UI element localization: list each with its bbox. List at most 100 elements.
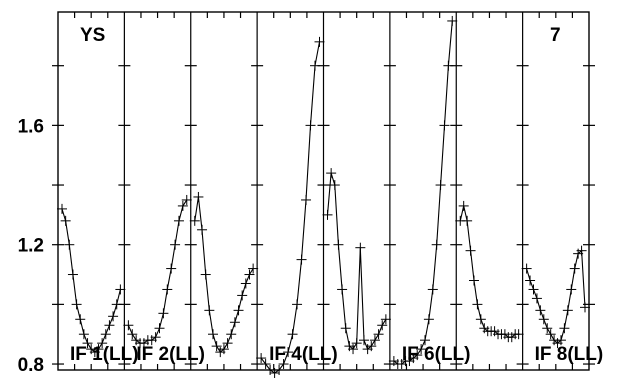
data-point [248,263,259,274]
data-point [326,168,337,179]
data-point [377,320,388,331]
data-point [525,275,536,286]
data-point [150,332,161,343]
data-point [181,194,192,205]
data-point [57,203,67,214]
data-point [64,239,75,250]
data-point [562,305,573,316]
panel-label: IF 1(LL) [70,344,139,365]
data-point [237,290,248,301]
series-line [61,208,121,353]
data-point [177,200,188,211]
data-point [240,278,251,289]
data-point [333,239,344,250]
data-point [287,329,298,340]
data-point [162,284,173,295]
data-point [200,269,211,280]
data-point [580,302,590,313]
data-point [108,311,119,322]
data-point [301,194,312,205]
data-point [189,215,200,226]
data-point [566,284,577,295]
data-point [465,245,476,256]
series-line [526,249,586,344]
data-point [218,344,229,355]
data-point [528,284,539,295]
data-point [211,341,222,352]
data-point [310,60,321,71]
data-point [207,329,218,340]
data-point [104,320,115,331]
data-point [111,299,122,310]
series-line [260,41,321,374]
data-point [244,269,255,280]
data-point [154,323,165,334]
y-tick-label: 1.2 [18,236,44,257]
data-point [427,284,438,295]
data-point [462,215,473,226]
data-point [337,284,348,295]
data-point [71,299,82,310]
data-point [193,191,204,202]
data-point [158,308,169,319]
panel-label: IF 4(LL) [269,344,338,365]
data-point [127,329,138,340]
y-tick-label: 0.8 [18,355,44,376]
data-point [555,335,566,346]
data-point [67,269,78,280]
data-point [229,317,240,328]
series-line [393,20,453,365]
data-point [521,263,532,274]
data-point [545,329,556,340]
data-point [78,329,89,340]
data-point [351,338,362,349]
data-point [82,338,93,349]
data-point [531,293,542,304]
data-point [431,239,442,250]
data-point [513,329,524,340]
data-point [260,359,271,370]
data-point [170,239,181,250]
data-point [439,120,450,131]
data-point [222,338,233,349]
data-point [369,335,380,346]
data-point [447,15,458,26]
data-point [412,350,423,361]
data-point [292,299,303,310]
data-point [475,314,486,325]
y-tick-label: 1.6 [18,116,44,137]
data-point [468,275,479,286]
data-point [322,209,333,220]
data-point [569,263,580,274]
data-point [373,329,384,340]
data-point [93,344,104,355]
data-point [283,347,294,358]
data-point [233,305,244,316]
data-point [340,323,351,334]
data-point [355,242,366,253]
data-point [435,180,446,191]
data-point [226,329,237,340]
data-point [166,263,177,274]
data-point [296,254,307,265]
data-point [75,314,86,325]
data-point [416,344,427,355]
data-point [60,215,71,226]
data-point [100,329,111,340]
series-line [459,205,519,338]
series-layer [57,15,590,378]
series-line [127,199,188,344]
data-point [538,314,549,325]
data-point [380,314,391,325]
data-point [348,344,359,355]
data-point [535,305,546,316]
data-point [197,224,208,235]
labels-layer: 0.8 1.2 1.6 IF 1(LL)IF 2(LL) IF 4(LL) IF 6(LL… [18,25,604,376]
data-point [329,180,340,191]
data-point [358,335,369,346]
corner-label-right: 7 [550,25,561,46]
data-point [314,36,325,47]
data-point [115,284,126,295]
data-point [97,338,108,349]
